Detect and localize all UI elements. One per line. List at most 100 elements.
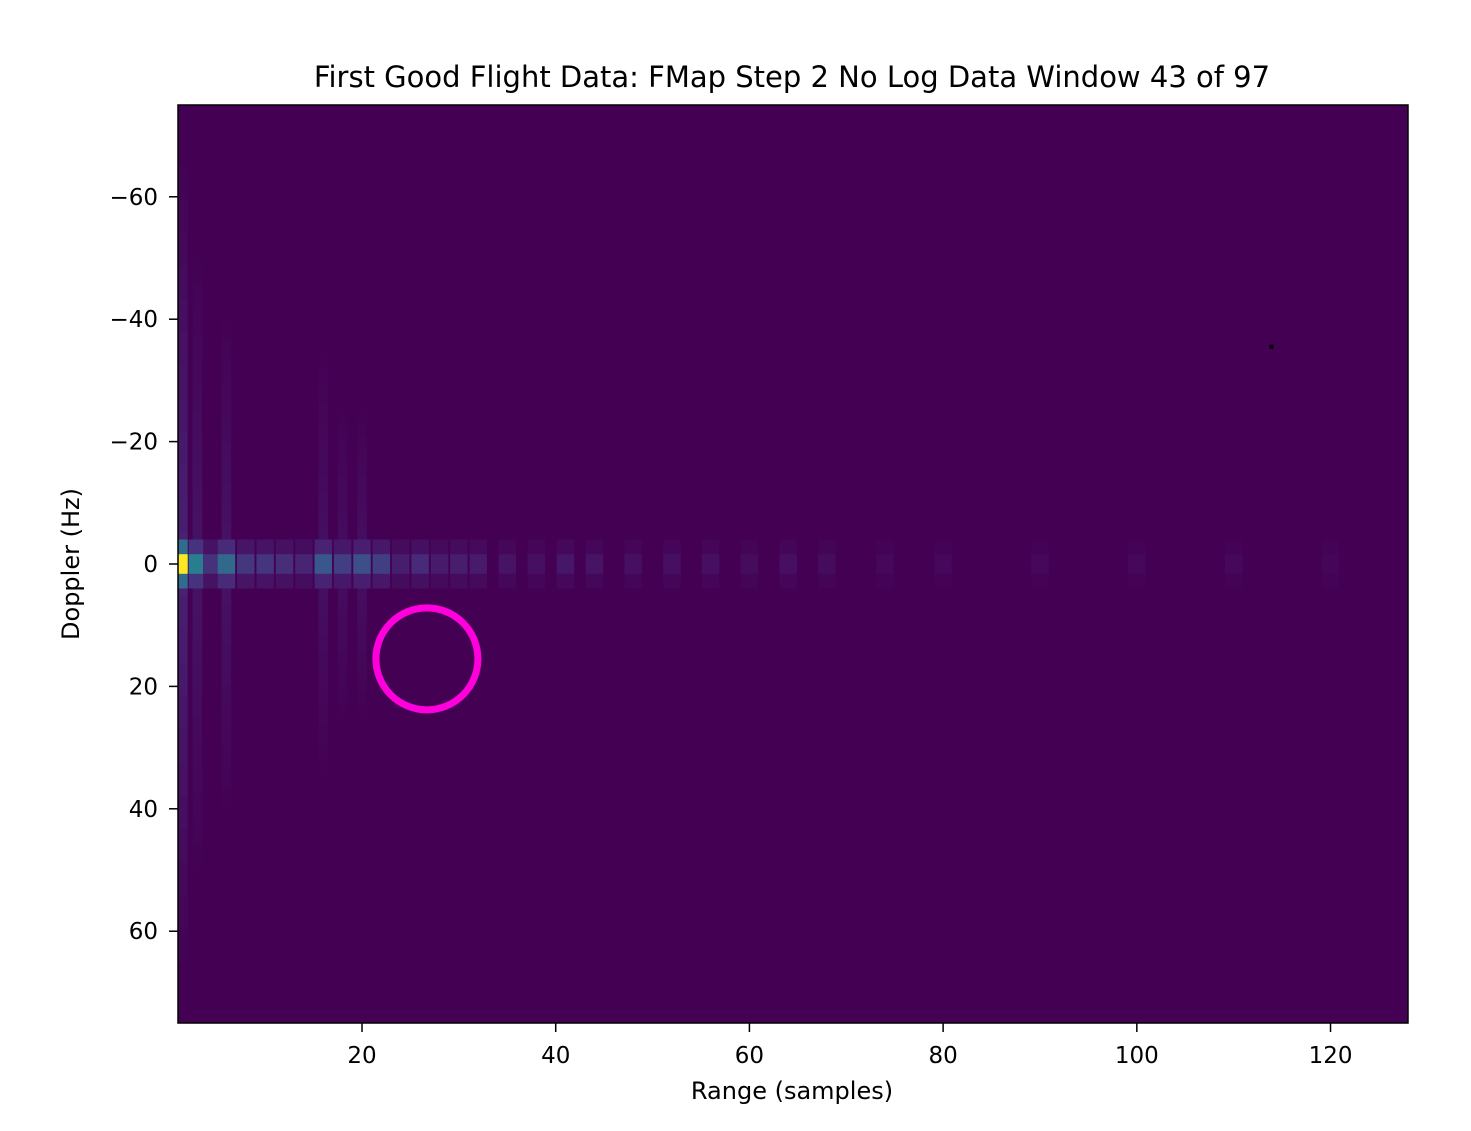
heatmap-streak-cell <box>178 265 188 299</box>
heatmap-streak-cell <box>178 199 188 233</box>
heatmap-ridge-cell <box>178 554 188 574</box>
heatmap-streak-cell <box>318 760 329 779</box>
y-axis-ticks: −60 −40 −20 0 20 40 60 <box>109 185 178 945</box>
y-tick-label: 0 <box>143 552 158 578</box>
x-tick-label: 120 <box>1309 1043 1353 1069</box>
heatmap-ridge-cell <box>527 554 546 574</box>
heatmap-ridge-cell <box>188 554 207 574</box>
heatmap-streak-cell <box>221 625 232 646</box>
heatmap-streak-cell <box>357 411 367 424</box>
heatmap-streak-cell <box>357 589 367 603</box>
x-tick-label: 40 <box>541 1043 570 1069</box>
heatmap-streak-cell <box>337 449 348 462</box>
heatmap-streak-cell <box>192 411 203 437</box>
heatmap-ridge-cell <box>498 554 517 574</box>
heatmap-streak-cell <box>318 617 329 636</box>
heatmap-ridge-cell <box>1224 554 1243 574</box>
heatmap-streak-cell <box>357 666 367 679</box>
heatmap-streak-cell <box>337 513 348 526</box>
heatmap-streak-cell <box>178 464 188 498</box>
y-axis-label: Doppler (Hz) <box>57 488 85 640</box>
heatmap-ridge-cell <box>275 554 294 574</box>
heatmap-streak-cell <box>192 589 203 615</box>
heatmap-ridge-cell <box>203 554 221 574</box>
heatmap-streak-cell <box>178 331 188 366</box>
heatmap-streak-cell <box>318 510 329 529</box>
heatmap-streak-cell <box>337 704 348 717</box>
heatmap-streak-cell <box>192 334 203 360</box>
heatmap-ridge-cell <box>237 554 255 574</box>
y-tick-label: −20 <box>109 430 158 456</box>
heatmap-streak-cell <box>221 319 232 340</box>
heatmap-streak-cell <box>178 829 188 863</box>
heatmap-streak-cell <box>178 298 188 332</box>
heatmap-ridge-cell <box>876 554 894 574</box>
heatmap-streak-cell <box>337 691 348 705</box>
heatmap-streak-cell <box>318 599 329 618</box>
heatmap-ridge-cell <box>779 554 797 574</box>
heatmap-streak-cell <box>221 584 232 605</box>
heatmap-streak-cell <box>318 635 329 654</box>
heatmap-streak-cell <box>357 640 367 654</box>
heatmap-ridge-cell <box>392 554 410 574</box>
heatmap-streak-cell <box>221 360 232 381</box>
heatmap-streak-cell <box>318 742 329 761</box>
heatmap-streak-cell <box>318 367 329 386</box>
heatmap-ridge-cell <box>624 554 642 574</box>
heatmap-ridge-cell <box>450 554 468 574</box>
heatmap-streak-cell <box>221 727 232 748</box>
heatmap-ridge-cell <box>556 554 575 574</box>
heatmap-ridge-cell <box>372 554 391 574</box>
heatmap-streak-cell <box>192 462 203 488</box>
heatmap-streak-cell <box>221 666 232 687</box>
heatmap-streak-cell <box>337 640 348 654</box>
heatmap-streak-cell <box>192 793 203 819</box>
heatmap-streak-cell <box>318 528 329 547</box>
y-tick-label: 40 <box>129 797 158 823</box>
heatmap-streak-cell <box>221 421 232 442</box>
heatmap-streak-cell <box>221 686 232 707</box>
heatmap-streak-cell <box>192 640 203 666</box>
heatmap-streak-cell <box>192 436 203 462</box>
heatmap-streak-cell <box>192 283 203 309</box>
heatmap-streak-cell <box>192 666 203 692</box>
heatmap-streak-cell <box>357 487 367 501</box>
heatmap-ridge-cell <box>1321 554 1340 574</box>
heatmap-streak-cell <box>318 474 329 493</box>
heatmap-streak-cell <box>192 742 203 768</box>
heatmap-ridge-cell <box>818 554 836 574</box>
heatmap-streak-cell <box>221 523 232 544</box>
heatmap-streak-cell <box>221 462 232 483</box>
heatmap-streak-cell <box>192 691 203 717</box>
heatmap-streak-cell <box>318 492 329 511</box>
heatmap-streak-cell <box>221 788 232 809</box>
heatmap-ridge-cell <box>740 554 759 574</box>
plot-area <box>177 104 1409 1024</box>
heatmap-streak-cell <box>178 762 188 797</box>
heatmap-streak-cell <box>318 724 329 743</box>
heatmap-streak-cell <box>192 309 203 335</box>
heatmap-streak-cell <box>337 474 348 488</box>
heatmap-streak-cell <box>318 671 329 689</box>
heatmap-streak-cell <box>178 862 188 896</box>
heatmap-streak-cell <box>357 513 367 526</box>
heatmap-streak-cell <box>221 400 232 422</box>
heatmap-streak-cell <box>318 653 329 672</box>
heatmap-cells <box>178 166 1340 962</box>
heatmap-streak-cell <box>337 411 348 424</box>
heatmap-streak-cell <box>178 232 188 266</box>
heatmap-streak-cell <box>318 403 329 422</box>
heatmap-streak-cell <box>337 678 348 692</box>
heatmap-streak-cell <box>337 589 348 603</box>
y-tick-label: 20 <box>129 674 158 700</box>
heatmap-streak-cell <box>221 747 232 768</box>
heatmap-streak-cell <box>357 691 367 705</box>
heatmap-ridge-cell <box>256 554 274 574</box>
y-tick-label: 60 <box>129 919 158 945</box>
annotation-circle <box>372 604 482 714</box>
heatmap-streak-cell <box>337 525 348 539</box>
heatmap-streak-cell <box>357 704 367 717</box>
heatmap-streak-cell <box>192 487 203 513</box>
heatmap-streak-cell <box>221 441 232 462</box>
heatmap-streak-cell <box>357 423 367 437</box>
